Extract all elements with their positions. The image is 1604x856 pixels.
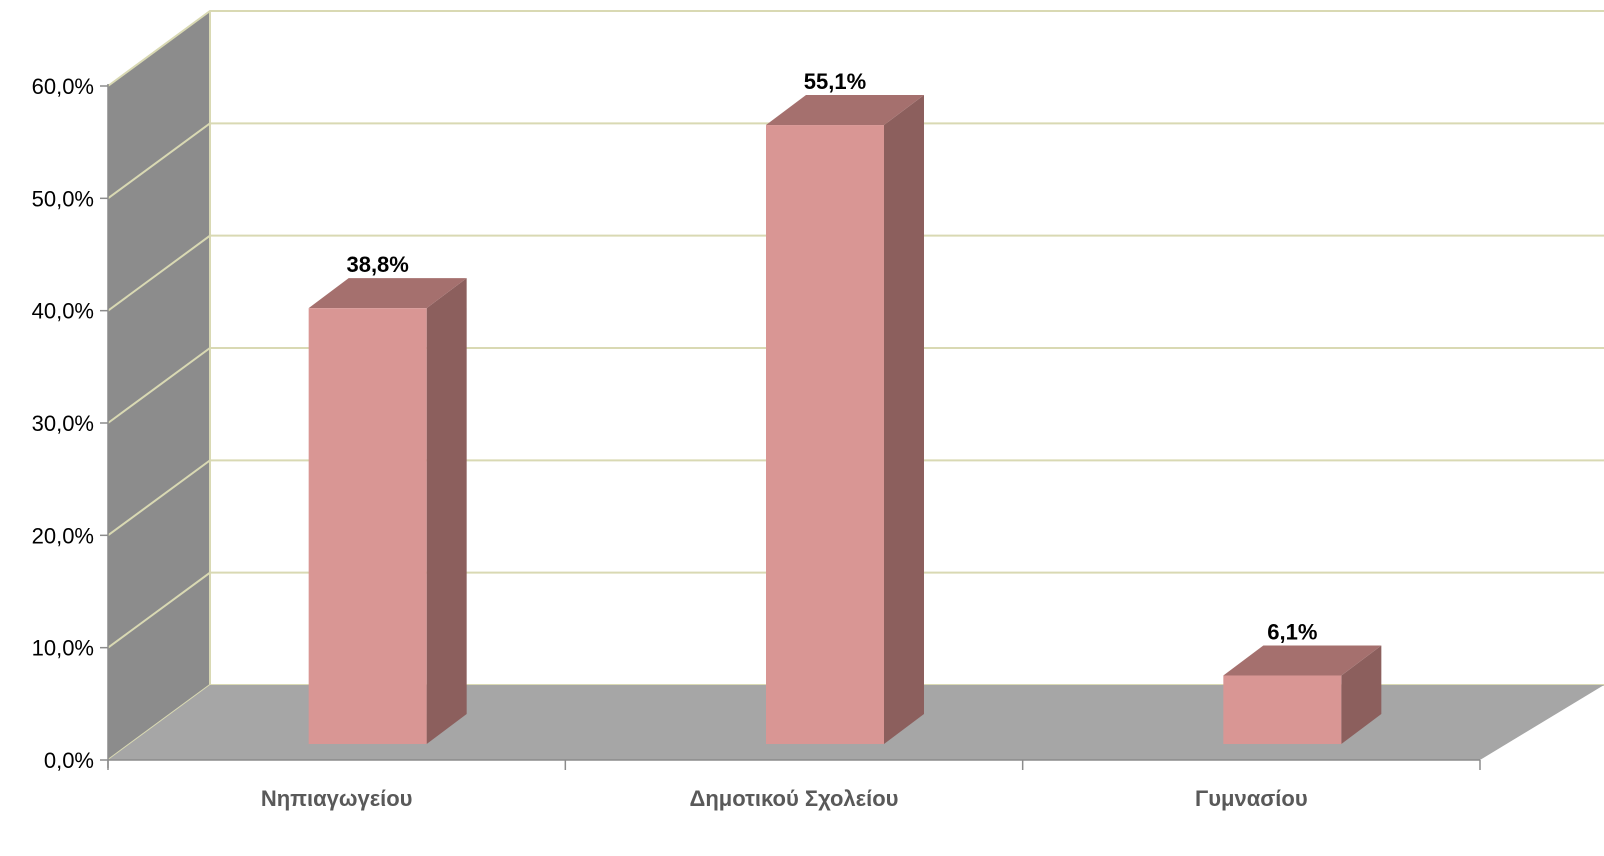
bar-side xyxy=(426,278,467,744)
category-label: Δημοτικού Σχολείου xyxy=(690,786,899,811)
bar xyxy=(1223,645,1382,744)
category-label: Γυμνασίου xyxy=(1195,786,1308,811)
axes xyxy=(100,84,1481,770)
gridline xyxy=(107,347,1604,424)
data-label: 55,1% xyxy=(804,69,866,94)
y-tick-label: 40,0% xyxy=(32,299,94,324)
data-label: 6,1% xyxy=(1267,619,1317,644)
bar-front xyxy=(1223,675,1342,744)
bar-top xyxy=(308,278,467,309)
gridline xyxy=(107,459,1604,537)
gridline xyxy=(107,10,1604,87)
bar-front xyxy=(766,125,884,744)
y-tick-label: 50,0% xyxy=(32,186,94,211)
bar-side xyxy=(884,95,924,744)
gridline xyxy=(107,234,1604,312)
bar-side xyxy=(1341,645,1382,744)
bar-top xyxy=(1223,645,1382,676)
gridline xyxy=(107,571,1604,649)
bar xyxy=(308,278,467,744)
category-label: Νηπιαγωγείου xyxy=(261,786,413,811)
labels: 0,0% 10,0% 20,0% 30,0% 40,0% 50,0% 60,0% 38,8% Ν… xyxy=(32,69,1318,811)
y-tick-label: 20,0% xyxy=(32,523,94,548)
bar-front xyxy=(308,308,427,744)
y-tick-label: 0,0% xyxy=(44,748,94,773)
data-label: 38,8% xyxy=(346,252,408,277)
bar xyxy=(766,95,924,744)
y-tick-label: 10,0% xyxy=(32,636,94,661)
y-tick-label: 60,0% xyxy=(32,74,94,99)
gridline xyxy=(107,122,1604,200)
y-tick-label: 30,0% xyxy=(32,411,94,436)
bar-top xyxy=(766,95,924,126)
bars xyxy=(308,95,1382,744)
